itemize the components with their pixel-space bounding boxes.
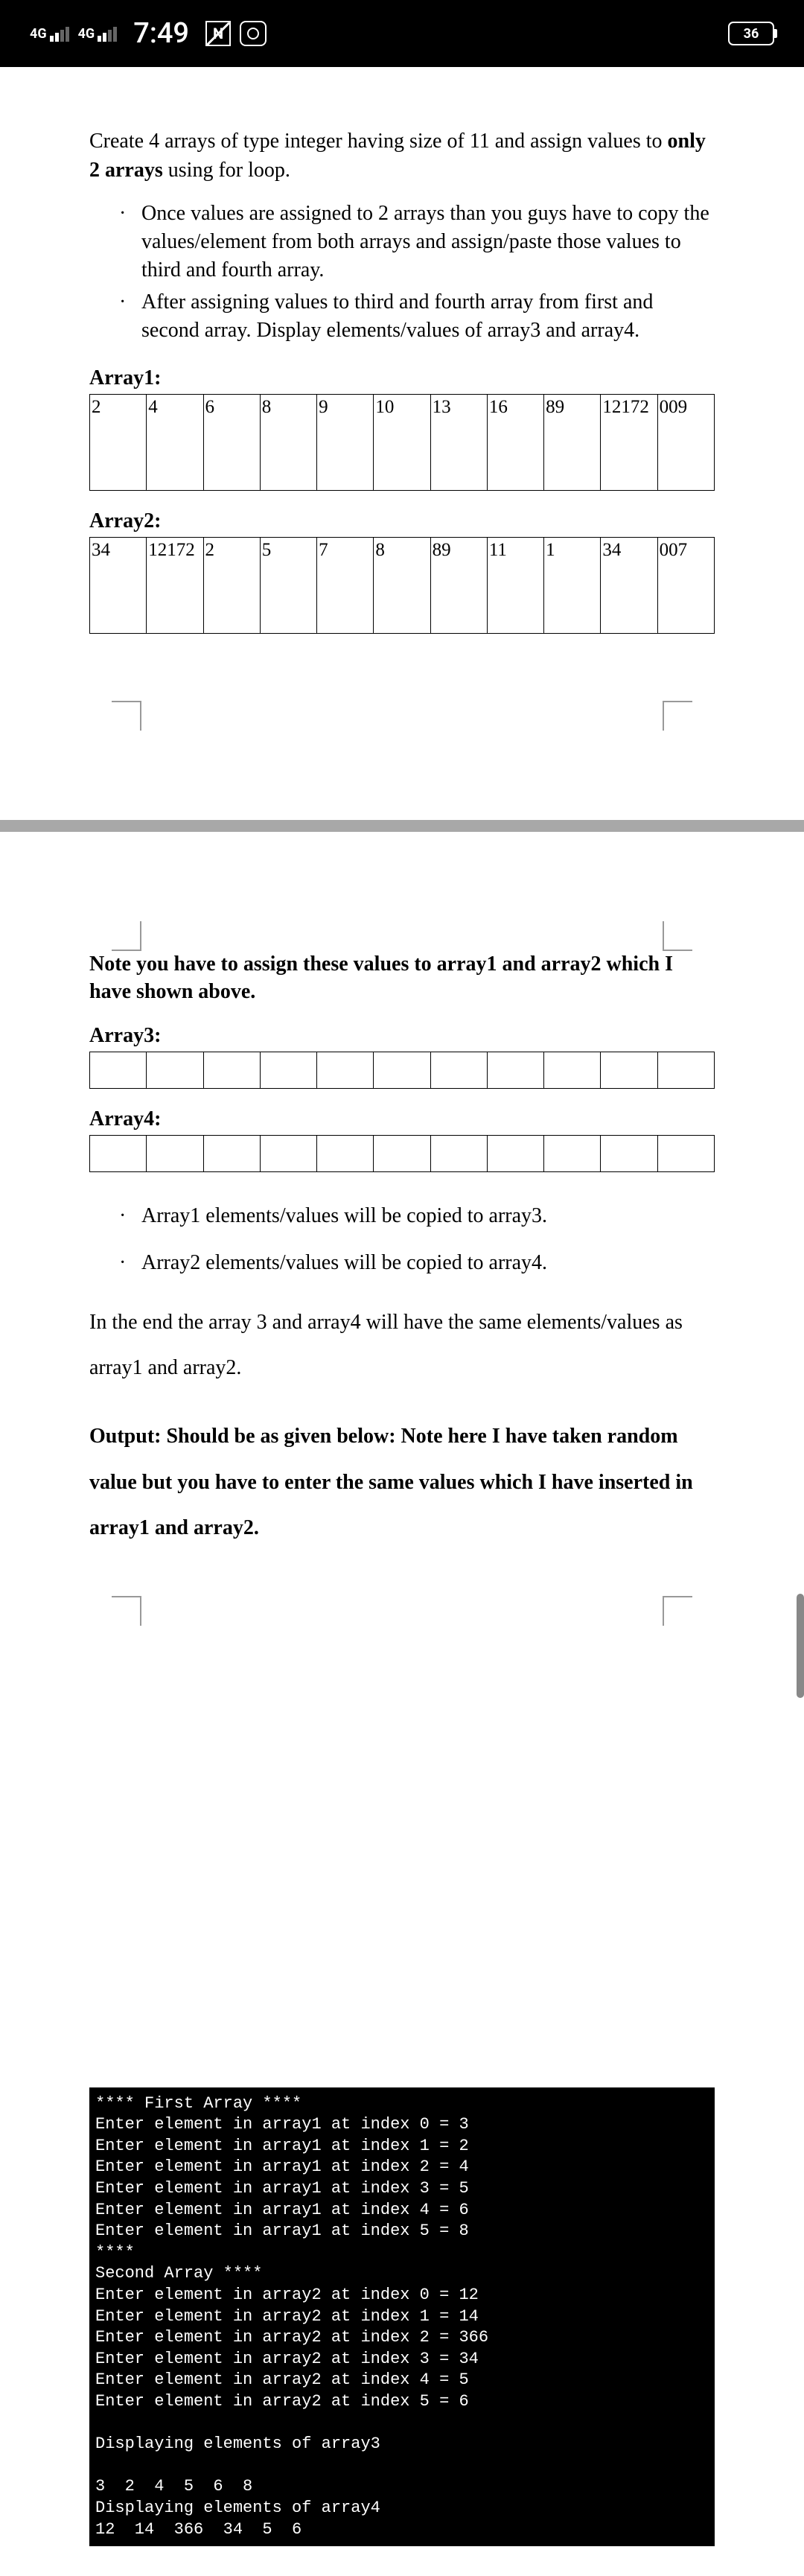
signal-1: 4G (30, 26, 69, 42)
bullet-dot-icon: · (119, 1249, 141, 1277)
table-cell: 007 (657, 538, 715, 633)
bullet-dot-icon: · (119, 200, 141, 284)
scroll-indicator[interactable] (797, 1594, 804, 1698)
table-cell: 8 (260, 395, 316, 490)
page-1: Create 4 arrays of type integer having s… (0, 67, 804, 775)
bullet-1-text: Once values are assigned to 2 arrays tha… (141, 200, 715, 284)
table-cell: 5 (260, 538, 316, 633)
page-break-marker (0, 1596, 804, 1626)
bullets-mid: · Array1 elements/values will be copied … (119, 1202, 715, 1277)
status-left: 4G 4G 7:49 N (30, 17, 267, 50)
signal-1-label: 4G (30, 26, 47, 42)
array2-label: Array2: (89, 509, 715, 533)
intro-prefix: Create 4 arrays of type integer having s… (89, 130, 668, 153)
blank-space (0, 1596, 804, 2058)
table-cell: 34 (89, 538, 146, 633)
status-bar: 4G 4G 7:49 N 36 (0, 0, 804, 67)
table-cell: 8 (373, 538, 430, 633)
array2-table: 34 12172 2 5 7 8 89 11 1 34 007 (89, 537, 715, 634)
table-cell: 1 (543, 538, 600, 633)
table-cell: 2 (89, 395, 146, 490)
table-cell: 12172 (146, 538, 202, 633)
table-cell: 10 (373, 395, 430, 490)
array3-table (89, 1052, 715, 1089)
no-sim-icon: N (205, 21, 231, 46)
bullet-m2-text: Array2 elements/values will be copied to… (141, 1249, 547, 1277)
mid-text: In the end the array 3 and array4 will h… (89, 1300, 715, 1391)
intro-text: Create 4 arrays of type integer having s… (89, 127, 715, 185)
camera-icon (240, 21, 267, 46)
table-cell: 89 (430, 538, 487, 633)
table-cell: 9 (316, 395, 373, 490)
table-cell: 009 (657, 395, 715, 490)
table-cell: 7 (316, 538, 373, 633)
array1-label: Array1: (89, 366, 715, 390)
bullet-1: · Once values are assigned to 2 arrays t… (119, 200, 715, 284)
table-cell: 16 (487, 395, 543, 490)
table-cell: 11 (487, 538, 543, 633)
console-output: **** First Array **** Enter element in a… (89, 2087, 715, 2546)
output-text: Output: Should be as given below: Note h… (89, 1413, 715, 1551)
bullet-m1-text: Array1 elements/values will be copied to… (141, 1202, 547, 1230)
bullet-m2: · Array2 elements/values will be copied … (119, 1249, 715, 1277)
page-break-marker (89, 701, 715, 731)
array1-table: 2 4 6 8 9 10 13 16 89 12172 009 (89, 394, 715, 491)
bullet-2-text: After assigning values to third and four… (141, 288, 715, 345)
bullet-dot-icon: · (119, 1202, 141, 1230)
page-divider (0, 820, 804, 832)
signal-2: 4G (78, 26, 118, 42)
page-break-marker (89, 921, 715, 951)
bullets-top: · Once values are assigned to 2 arrays t… (119, 200, 715, 344)
table-cell: 89 (543, 395, 600, 490)
bullet-2: · After assigning values to third and fo… (119, 288, 715, 345)
clock: 7:49 (133, 17, 189, 50)
table-cell: 13 (430, 395, 487, 490)
page-2: Note you have to assign these values to … (0, 877, 804, 1595)
table-cell: 2 (203, 538, 260, 633)
table-cell: 12172 (600, 395, 657, 490)
intro-suffix: using for loop. (163, 159, 290, 182)
bullet-m1: · Array1 elements/values will be copied … (119, 1202, 715, 1230)
bullet-dot-icon: · (119, 288, 141, 345)
table-cell: 4 (146, 395, 202, 490)
battery-level: 36 (744, 26, 759, 42)
array4-table (89, 1135, 715, 1172)
battery-icon: 36 (728, 22, 774, 45)
table-cell: 34 (600, 538, 657, 633)
array3-label: Array3: (89, 1024, 715, 1048)
note-text: Note you have to assign these values to … (89, 951, 715, 1005)
array4-label: Array4: (89, 1107, 715, 1131)
table-cell: 6 (203, 395, 260, 490)
signal-2-label: 4G (78, 26, 95, 42)
